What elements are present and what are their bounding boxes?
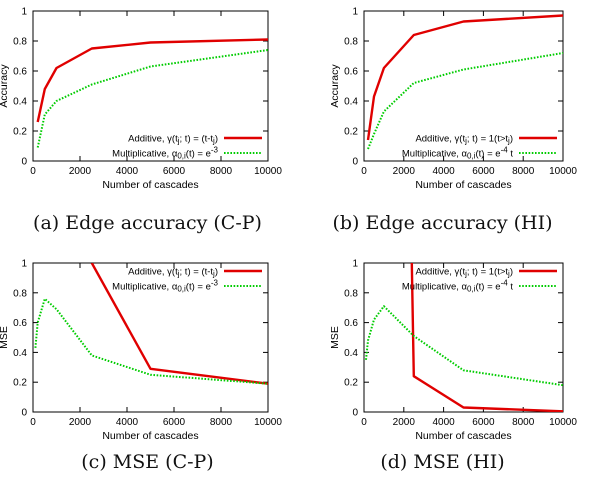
- y-tick-label: 0.6: [344, 67, 358, 78]
- y-axis-label: Accuracy: [0, 64, 10, 108]
- x-tick-label: 2000: [69, 417, 92, 428]
- x-tick-label: 0: [30, 166, 36, 177]
- x-tick-label: 6000: [472, 417, 495, 428]
- y-tick-label: 0.4: [344, 97, 358, 108]
- chart-caption-b: (b) Edge accuracy (HI): [332, 212, 553, 234]
- series-line-additive: [36, 38, 268, 123]
- chart-caption-a: (a) Edge accuracy (C-P): [33, 212, 262, 234]
- x-tick-label: 2000: [393, 166, 416, 177]
- x-tick-label: 4000: [116, 166, 139, 177]
- chart-svg-c: 0 2000 4000 6000 8000 10000 0 0.2 0.4 0.6 0.8 1 Numb…: [0, 259, 282, 443]
- y-tick-label: 1: [21, 259, 27, 270]
- legend-label: Multiplicative, α0,i​(t) = e-3​: [112, 279, 218, 294]
- series-line-additive: [410, 263, 563, 412]
- chart-caption-d: (d) MSE (HI): [380, 451, 505, 473]
- x-tick-label: 2000: [393, 417, 416, 428]
- y-tick-label: 0.8: [344, 37, 358, 48]
- y-axis-label: Accuracy: [329, 64, 341, 108]
- x-tick-label: 0: [361, 417, 367, 428]
- y-tick-label: 0.4: [344, 348, 358, 359]
- y-tick-label: 0.4: [13, 348, 27, 359]
- plot-frame: [32, 262, 269, 413]
- series-line-multiplicative: [36, 49, 268, 148]
- legend-label: Additive, γ(tj​; t) = 1(t>tj​): [415, 267, 513, 279]
- x-tick-label: 10000: [549, 166, 577, 177]
- plot-frame: [32, 10, 269, 162]
- chart-panel-c: 0 2000 4000 6000 8000 10000 0 0.2 0.4 0.6 0.8 1 Numb…: [0, 250, 295, 486]
- y-tick-label: 0.2: [344, 378, 358, 389]
- y-axis-label: MSE: [329, 326, 341, 349]
- plot-frame: [363, 262, 564, 413]
- y-tick-label: 0.4: [13, 97, 27, 108]
- y-tick-label: 0.8: [13, 288, 27, 299]
- y-tick-label: 1: [352, 7, 358, 18]
- y-tick-label: 1: [352, 259, 358, 270]
- chart-panel-a: 0 2000 4000 6000 8000 10000 0 0.2 0.4 0.6 0.8 1 Numb…: [0, 0, 295, 250]
- y-tick-label: 0.2: [344, 127, 358, 138]
- legend-label: Multiplicative, α0,i​(t) = e-3​: [112, 146, 218, 161]
- x-tick-label: 2000: [69, 166, 92, 177]
- chart-svg-a: 0 2000 4000 6000 8000 10000 0 0.2 0.4 0.6 0.8 1 Numb…: [0, 7, 282, 192]
- x-tick-label: 4000: [432, 166, 455, 177]
- y-tick-label: 0.8: [344, 288, 358, 299]
- y-tick-label: 0.6: [13, 67, 27, 78]
- x-tick-label: 10000: [254, 417, 282, 428]
- y-tick-label: 1: [21, 7, 27, 18]
- x-tick-label: 0: [361, 166, 367, 177]
- legend-label: Additive, γ(tj​; t) = (t-tj​): [128, 134, 218, 146]
- plot-frame: [363, 10, 564, 162]
- x-tick-label: 6000: [163, 417, 186, 428]
- legend-label: Additive, γ(tj​; t) = 1(t>tj​): [415, 134, 513, 146]
- legend-label: Multiplicative, α0,i​(t) = e-4​ t: [402, 279, 513, 294]
- x-axis-label: Number of cascades: [102, 430, 198, 442]
- series-line-additive: [90, 263, 268, 385]
- series-line-additive: [366, 14, 563, 141]
- legend-label: Additive, γ(tj​; t) = (t-tj​): [128, 267, 218, 279]
- x-tick-label: 8000: [210, 417, 233, 428]
- series-line-multiplicative: [367, 52, 563, 150]
- x-axis-label: Number of cascades: [415, 430, 511, 442]
- y-tick-label: 0: [352, 157, 358, 168]
- x-tick-label: 4000: [116, 417, 139, 428]
- y-tick-label: 0: [352, 408, 358, 419]
- x-tick-label: 0: [30, 417, 36, 428]
- y-tick-label: 0: [21, 408, 27, 419]
- y-tick-label: 0.2: [13, 378, 27, 389]
- y-tick-label: 0: [21, 157, 27, 168]
- chart-svg-b: 0 2000 4000 6000 8000 10000 0 0.2 0.4 0.6 0.8 1 Numb…: [329, 7, 577, 192]
- x-tick-label: 10000: [549, 417, 577, 428]
- x-tick-label: 6000: [163, 166, 186, 177]
- x-tick-label: 8000: [210, 166, 233, 177]
- x-tick-label: 10000: [254, 166, 282, 177]
- y-tick-label: 0.6: [13, 318, 27, 329]
- series-line-multiplicative: [34, 297, 268, 385]
- x-axis-label: Number of cascades: [102, 179, 198, 191]
- chart-caption-c: (c) MSE (C-P): [81, 451, 214, 473]
- y-tick-label: 0.6: [344, 318, 358, 329]
- x-axis-label: Number of cascades: [415, 179, 511, 191]
- series-line-multiplicative: [365, 305, 563, 387]
- y-tick-label: 0.2: [13, 127, 27, 138]
- chart-panel-b: 0 2000 4000 6000 8000 10000 0 0.2 0.4 0.6 0.8 1 Numb…: [295, 0, 590, 250]
- x-tick-label: 6000: [472, 166, 495, 177]
- legend-label: Multiplicative, α0,i​(t) = e-4​ t: [402, 146, 513, 161]
- y-axis-label: MSE: [0, 326, 10, 349]
- chart-svg-d: 0 2000 4000 6000 8000 10000 0 0.2 0.4 0.6 0.8 1 Numb…: [329, 259, 577, 443]
- x-tick-label: 8000: [512, 166, 535, 177]
- x-tick-label: 4000: [432, 417, 455, 428]
- y-tick-label: 0.8: [13, 37, 27, 48]
- chart-panel-d: 0 2000 4000 6000 8000 10000 0 0.2 0.4 0.6 0.8 1 Numb…: [295, 250, 590, 486]
- x-tick-label: 8000: [512, 417, 535, 428]
